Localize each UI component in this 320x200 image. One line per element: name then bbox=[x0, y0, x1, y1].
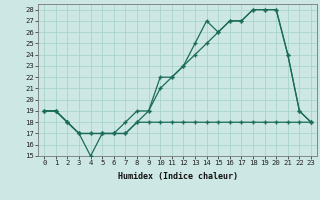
X-axis label: Humidex (Indice chaleur): Humidex (Indice chaleur) bbox=[118, 172, 238, 181]
